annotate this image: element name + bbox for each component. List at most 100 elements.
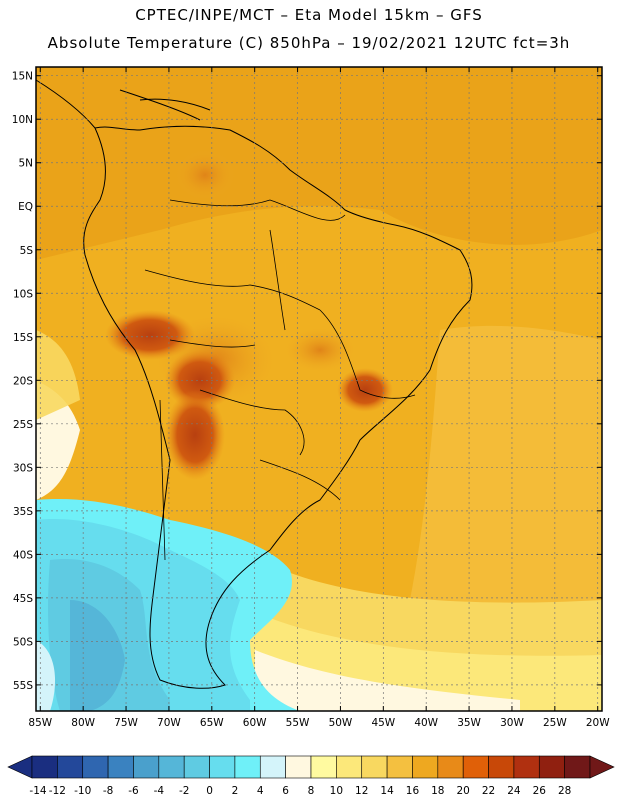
border-uruguay bbox=[259, 459, 341, 501]
lat-axis: 15N 10N 5N EQ 5S 10S 15S 20S 25S 30S 35S 40S 45S 50S 5… bbox=[12, 71, 602, 692]
coastlines bbox=[35, 79, 473, 689]
colorbar-tick-label: 18 bbox=[431, 785, 444, 797]
country-borders bbox=[144, 199, 416, 561]
colorbar-swatch bbox=[310, 755, 337, 779]
caribbean-coast bbox=[139, 98, 211, 111]
colorbar-tick-label: 12 bbox=[355, 785, 368, 797]
lat-tick-label: 15N bbox=[12, 71, 33, 83]
colorbar-tick-label: 16 bbox=[406, 785, 420, 797]
field-pacific-yellow bbox=[36, 330, 80, 420]
colorbar-swatch bbox=[336, 755, 363, 779]
field-hot-argentina bbox=[165, 390, 225, 480]
colorbar-swatch bbox=[57, 755, 84, 779]
colorbar-swatch bbox=[386, 755, 413, 779]
lat-tick-label: 55S bbox=[13, 680, 33, 692]
border-chile-argentina bbox=[159, 399, 166, 561]
lon-tick-label: 35W bbox=[457, 717, 481, 729]
lon-tick-label: 65W bbox=[200, 717, 224, 729]
lat-tick-label: 25S bbox=[13, 419, 33, 431]
colorbar-swatch bbox=[107, 755, 134, 779]
border-bolivia bbox=[169, 339, 256, 348]
colorbar-tick-label: 10 bbox=[330, 785, 343, 797]
colorbar-swatch bbox=[82, 755, 109, 779]
colorbar-swatch bbox=[158, 755, 185, 779]
colorbar-swatch bbox=[361, 755, 388, 779]
field-warm-venezuela bbox=[175, 150, 235, 200]
lat-tick-label: 50S bbox=[13, 636, 33, 648]
colorbar-tick-label: -6 bbox=[128, 785, 139, 797]
colorbar-swatch bbox=[488, 755, 515, 779]
colorbar-swatch bbox=[437, 755, 464, 779]
map-frame bbox=[35, 66, 603, 712]
colorbar-tick-label: -8 bbox=[103, 785, 113, 797]
lon-tick-label: 70W bbox=[157, 717, 181, 729]
colorbar-swatch bbox=[462, 755, 489, 779]
lon-tick-label: 20W bbox=[586, 717, 610, 729]
border-peru-brazil bbox=[144, 269, 321, 311]
colorbar-swatch bbox=[564, 755, 591, 779]
lon-tick-label: 40W bbox=[414, 717, 438, 729]
lat-tick-label: 40S bbox=[13, 549, 33, 561]
field-warm-brazil bbox=[285, 328, 355, 372]
lon-axis: 85W 80W 75W 70W 65W 60W 55W 50W 45W 40W 35W 30W 25W 2… bbox=[28, 67, 610, 729]
colorbar-arrow-left bbox=[7, 755, 33, 779]
lat-tick-label: 35S bbox=[13, 506, 33, 518]
field-south-pale bbox=[255, 650, 520, 711]
lon-tick-label: 30W bbox=[500, 717, 524, 729]
colorbar-tick-label: 2 bbox=[232, 785, 239, 797]
colorbar-tick-label: 20 bbox=[456, 785, 469, 797]
lat-tick-label: 20S bbox=[13, 375, 33, 387]
colorbar-swatch bbox=[31, 755, 58, 779]
colorbar-tick-label: -12 bbox=[49, 785, 66, 797]
colorbar: -14 -12 -10 -8 -6 -4 -2 0 2 4 6 8 10 12 14 16 18 20 22 24 26… bbox=[7, 755, 615, 797]
map-field bbox=[36, 67, 602, 711]
border-paraguay bbox=[199, 389, 305, 456]
lon-tick-label: 85W bbox=[28, 717, 52, 729]
colorbar-tick-label: -2 bbox=[179, 785, 189, 797]
colorbar-tick-label: 4 bbox=[257, 785, 264, 797]
graticule bbox=[36, 67, 602, 711]
colorbar-swatch bbox=[538, 755, 565, 779]
lat-tick-label: 10S bbox=[13, 288, 33, 300]
field-cold-pale bbox=[36, 640, 56, 711]
colorbar-tick-label: 22 bbox=[482, 785, 495, 797]
colorbar-tick-label: 8 bbox=[308, 785, 315, 797]
border-brazil-internal bbox=[269, 229, 286, 331]
lon-tick-label: 75W bbox=[114, 717, 138, 729]
colorbar-tick-label: 6 bbox=[282, 785, 289, 797]
chart-title: CPTEC/INPE/MCT – Eta Model 15km – GFS bbox=[135, 6, 483, 24]
lon-tick-label: 60W bbox=[243, 717, 267, 729]
field-cold-3 bbox=[70, 600, 125, 711]
lon-tick-label: 80W bbox=[71, 717, 95, 729]
lon-tick-label: 55W bbox=[286, 717, 310, 729]
colorbar-swatch bbox=[259, 755, 286, 779]
field-hot-southeast bbox=[337, 368, 393, 412]
field-hot-andes bbox=[105, 310, 195, 360]
field-north bbox=[36, 67, 602, 260]
lat-tick-label: 15S bbox=[13, 332, 33, 344]
lat-tick-label: 10N bbox=[12, 114, 33, 126]
colorbar-swatch bbox=[234, 755, 261, 779]
colorbar-swatch bbox=[285, 755, 312, 779]
colorbar-tick-label: 24 bbox=[507, 785, 521, 797]
colorbar-tick-label: 26 bbox=[533, 785, 547, 797]
chart-subtitle: Absolute Temperature (C) 850hPa – 19/02/… bbox=[47, 34, 571, 52]
lon-tick-label: 50W bbox=[329, 717, 353, 729]
colorbar-swatch bbox=[133, 755, 160, 779]
colorbar-tick-label: 0 bbox=[206, 785, 213, 797]
lat-tick-label: 5S bbox=[20, 245, 34, 257]
colorbar-swatch bbox=[209, 755, 236, 779]
lat-tick-label: EQ bbox=[18, 201, 33, 213]
lat-tick-label: 5N bbox=[18, 158, 33, 170]
central-america bbox=[119, 89, 201, 121]
border-north bbox=[169, 199, 346, 221]
border-brazil-states bbox=[319, 309, 416, 399]
colorbar-tick-label: -4 bbox=[154, 785, 165, 797]
colorbar-tick-label: 28 bbox=[558, 785, 571, 797]
colorbar-tick-label: -10 bbox=[74, 785, 91, 797]
lat-tick-label: 30S bbox=[13, 462, 33, 474]
lon-tick-label: 45W bbox=[371, 717, 395, 729]
colorbar-swatch bbox=[412, 755, 439, 779]
colorbar-tick-label: -14 bbox=[29, 785, 46, 797]
